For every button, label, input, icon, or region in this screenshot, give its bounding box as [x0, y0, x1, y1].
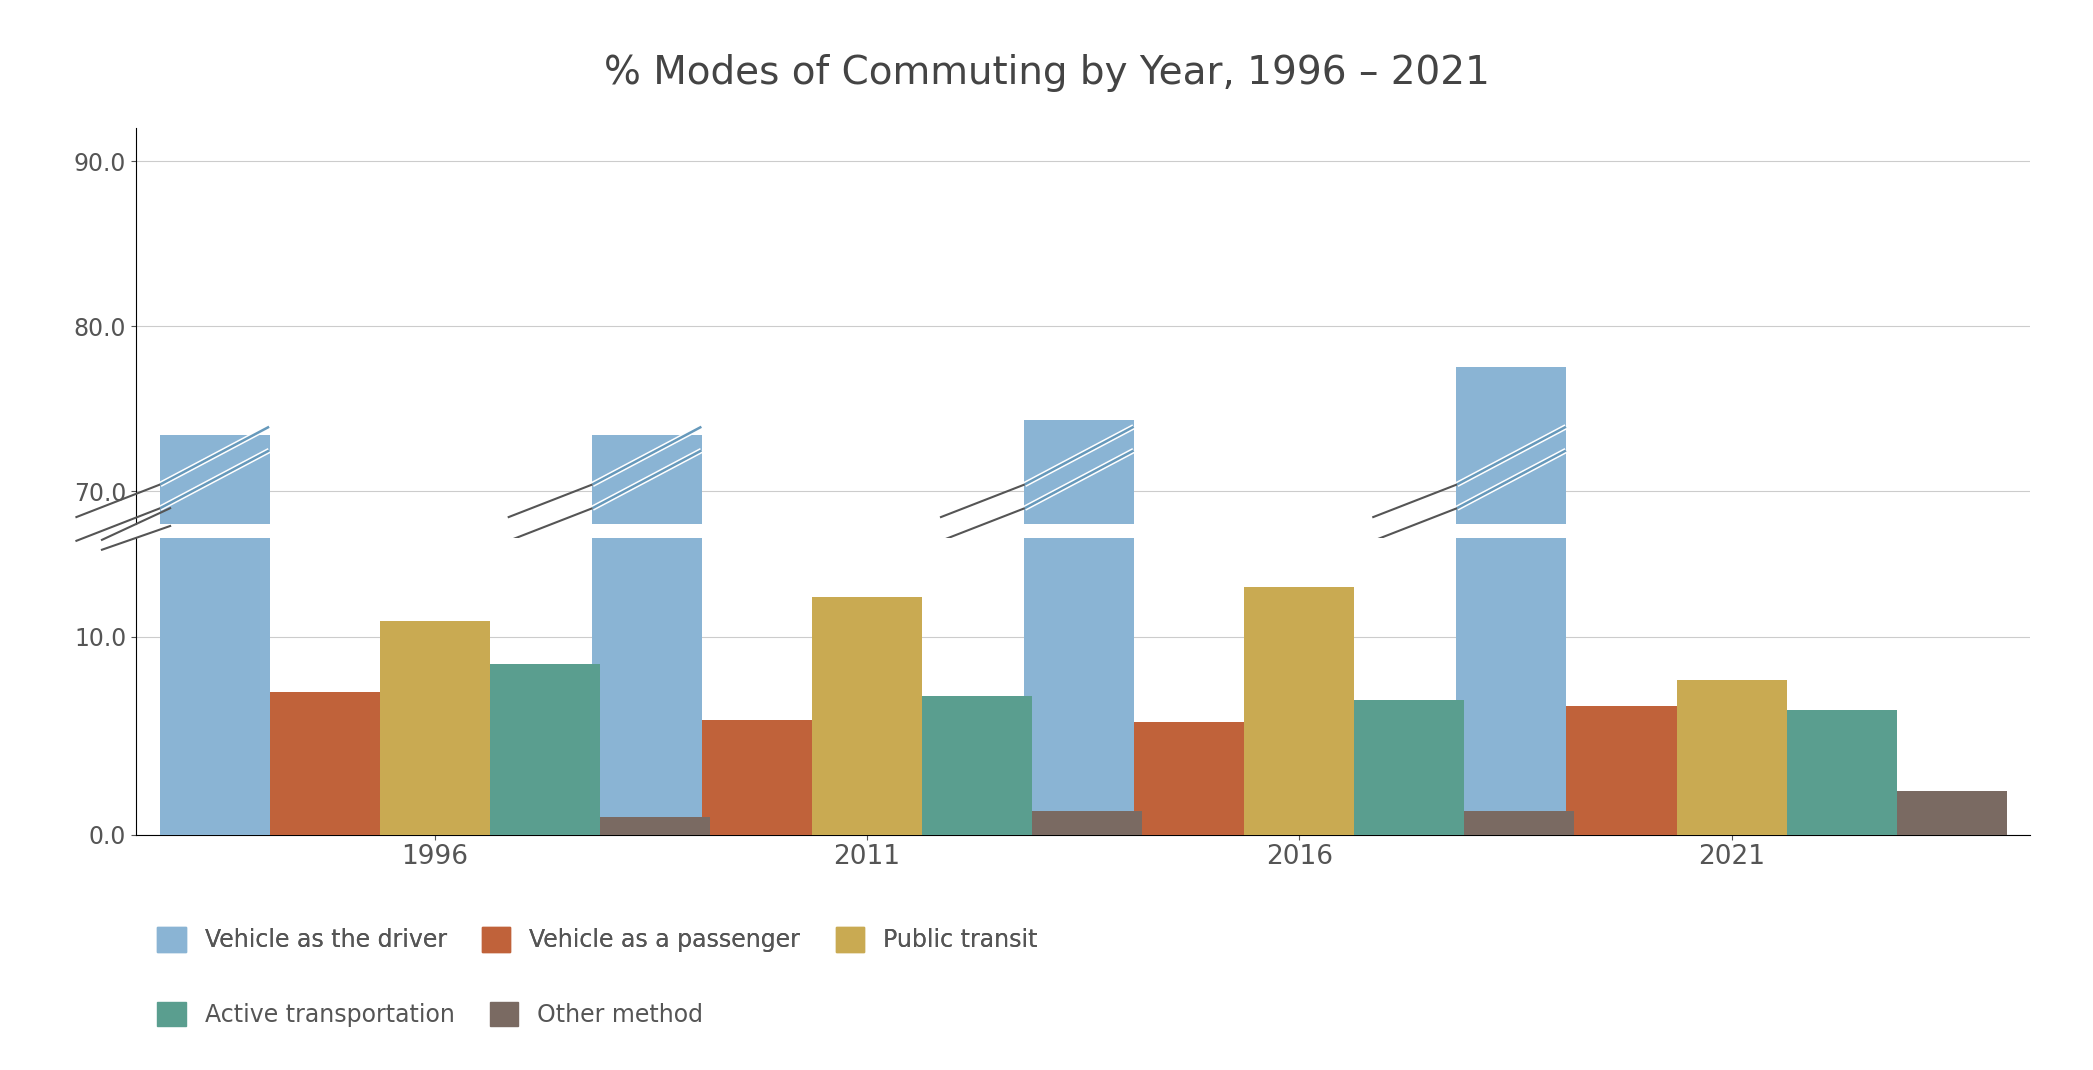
Bar [592, 0, 701, 835]
Bar [270, 692, 379, 835]
Bar [1354, 700, 1465, 835]
Bar [1676, 681, 1787, 835]
Bar [1023, 421, 1134, 1070]
Bar [1032, 811, 1143, 835]
Bar [490, 664, 601, 835]
Bar [1243, 587, 1354, 835]
Bar [812, 597, 923, 835]
Bar [1457, 367, 1566, 1070]
Text: % Modes of Commuting by Year, 1996 – 2021: % Modes of Commuting by Year, 1996 – 202… [603, 54, 1490, 92]
Bar [601, 816, 710, 835]
Bar [1566, 706, 1676, 835]
Bar [923, 697, 1032, 835]
Bar [1465, 811, 1574, 835]
Bar [701, 720, 812, 835]
Bar [1787, 710, 1896, 835]
Bar [1023, 0, 1134, 835]
Bar [159, 435, 270, 1070]
Bar [379, 621, 490, 835]
Bar [1896, 791, 2007, 835]
Bar [592, 435, 701, 1070]
Bar [159, 0, 270, 835]
Bar [1457, 0, 1566, 835]
Legend: Active transportation, Other method: Active transportation, Other method [149, 993, 712, 1037]
Legend: Vehicle as the driver, Vehicle as a passenger, Public transit: Vehicle as the driver, Vehicle as a pass… [149, 918, 1046, 962]
Bar [1134, 722, 1243, 835]
